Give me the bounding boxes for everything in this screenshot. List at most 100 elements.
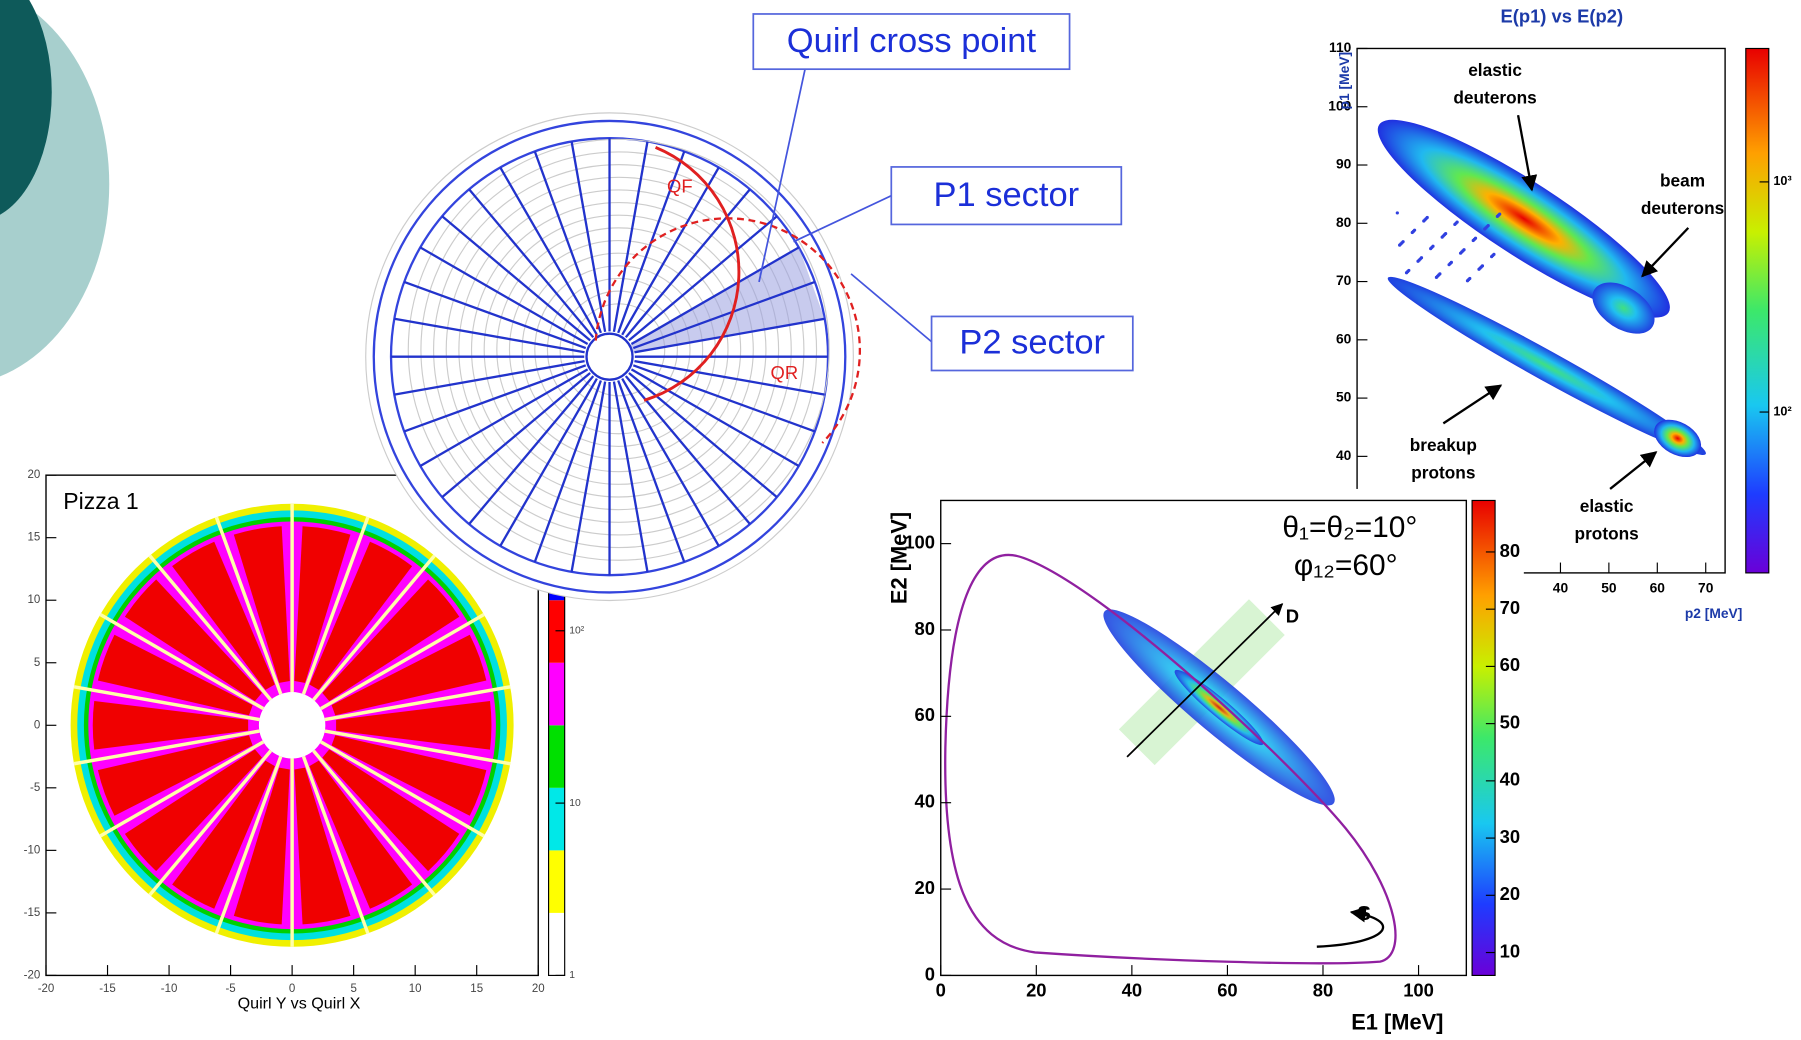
pizza-wedge — [92, 700, 249, 750]
pizza-gap — [320, 740, 485, 838]
x-tick-label: -15 — [99, 983, 116, 995]
scatter-dot — [1465, 279, 1470, 283]
detector-arc — [432, 164, 805, 536]
pizza-gap — [73, 685, 260, 722]
pizza-gap — [301, 755, 370, 935]
detector-arc — [546, 277, 691, 422]
x-tick-label: 80 — [1313, 979, 1333, 1000]
detector-arc — [458, 189, 780, 511]
plot-top-right: 40 50 60 70 40 50 60 70 80 90 100 110 10² 10³ E(p1) vs… — [1328, 5, 1791, 621]
plot-energy: 0 20 40 60 80 100 0 20 40 60 80 100 10 20 30 40 50 60 70 80… — [879, 488, 1524, 1039]
y-tick-label: 70 — [1336, 273, 1352, 288]
y-tick-label: 0 — [925, 963, 935, 984]
y-tick-label: 15 — [27, 532, 40, 544]
detector-spoke — [499, 166, 598, 336]
pizza-gap — [214, 516, 283, 695]
y-tick-label: 20 — [27, 469, 40, 481]
scatter-dot — [1398, 243, 1402, 247]
pizza-wedge — [124, 749, 262, 872]
annotation-arrow — [1609, 451, 1658, 490]
pizza-wedge — [233, 526, 290, 683]
pizza-wedge — [172, 541, 275, 690]
detector-spoke — [419, 368, 589, 467]
y-tick-label: -5 — [30, 782, 40, 794]
decor-circle — [0, 0, 52, 215]
annotation: protons — [1411, 463, 1475, 483]
detector-arc — [534, 265, 704, 435]
x-tick-label: 5 — [350, 983, 356, 995]
pizza-wedge — [172, 760, 275, 909]
scatter-dot — [1416, 259, 1420, 263]
detector-arc — [470, 202, 767, 498]
plot-frame — [1356, 47, 1726, 574]
colorbar-band — [548, 912, 565, 976]
density-blob — [1387, 276, 1706, 455]
annotation: elastic — [1468, 60, 1522, 80]
pizza-gap — [214, 755, 283, 935]
x-tick-label: 40 — [1553, 581, 1569, 596]
pizza-gap — [148, 554, 273, 701]
detector-spoke — [632, 280, 816, 350]
arc-label: QF — [667, 175, 693, 196]
x-axis-label: E1 [MeV] — [1351, 1009, 1443, 1034]
colorbar-band — [548, 787, 565, 851]
colorbar-frame — [1471, 499, 1496, 977]
detector-spoke — [419, 246, 589, 346]
detector-spoke — [394, 317, 585, 354]
detector-spoke — [630, 246, 800, 346]
qf-arc — [643, 146, 741, 402]
colorbar-tick-label: 20 — [1500, 883, 1520, 904]
y-tick-label: 40 — [1336, 448, 1352, 463]
x-tick-label: 20 — [532, 983, 545, 995]
x-tick-label: -5 — [225, 983, 235, 995]
density-blob — [1377, 119, 1670, 318]
detector-spoke — [468, 188, 595, 339]
density — [1387, 276, 1706, 458]
x-tick-label: 60 — [1650, 581, 1666, 596]
colorbar-tick-label: 70 — [1500, 597, 1520, 618]
y-tick-label: 100 — [1328, 98, 1351, 113]
detector-spoke — [630, 368, 800, 467]
annotation: θ₁=θ₂=10° — [1282, 511, 1417, 544]
y-tick-label: 5 — [34, 657, 40, 669]
colorbar-tick-label: 1 — [569, 970, 575, 981]
detector-arc — [496, 227, 742, 473]
detector-spoke — [570, 381, 607, 573]
x-tick-label: -20 — [38, 983, 55, 995]
annotation: protons — [1575, 524, 1639, 544]
plot-background — [940, 500, 1467, 976]
p1-sector — [609, 248, 825, 357]
scatter-dot — [1410, 230, 1414, 235]
scatter-dot — [1422, 219, 1426, 223]
colorbar-tick-label: 60 — [1500, 654, 1520, 675]
colorbar-tick-label: 10² — [1773, 404, 1791, 418]
colorbar-tick-label: 10² — [569, 626, 585, 637]
scatter-dot — [1495, 214, 1499, 218]
pizza-wedge — [309, 541, 413, 690]
pizza-wedge — [336, 700, 492, 750]
detector-spoke — [621, 166, 720, 336]
callout-line — [758, 68, 806, 283]
colorbar-tick-label: 10 — [1500, 940, 1520, 961]
scatter-dot — [1471, 238, 1475, 243]
x-tick-label: 100 — [1403, 979, 1434, 1000]
annotation-arrow — [1516, 114, 1538, 192]
x-tick-label: 0 — [289, 983, 295, 995]
pizza-gap — [324, 729, 511, 766]
detector-spoke — [570, 141, 607, 332]
scatter-dot — [1458, 251, 1463, 255]
detector-hole — [585, 332, 634, 381]
scatter-dot — [1395, 211, 1399, 215]
pizza-wedge — [294, 526, 351, 683]
x-tick-label: 10 — [409, 983, 422, 995]
annotation: D — [1286, 606, 1299, 627]
y-tick-label: 80 — [915, 618, 935, 639]
pizza-hole — [258, 692, 326, 759]
detector-spoke — [634, 359, 825, 396]
qr-arc — [594, 217, 861, 444]
detector-arc — [483, 214, 754, 485]
callout-label: P1 sector — [933, 176, 1079, 214]
callout-label: Quirl cross point — [787, 22, 1037, 60]
